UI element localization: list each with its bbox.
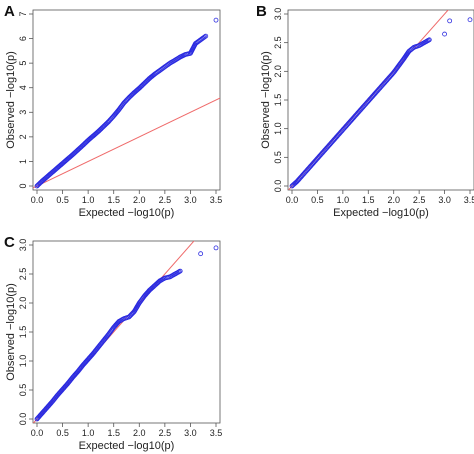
x-tick-label: 2.0: [133, 428, 146, 438]
plot-frame: [32, 240, 221, 424]
x-tick-label: 0.5: [56, 195, 69, 205]
x-tick-label: 3.5: [464, 195, 474, 205]
data-point: [213, 245, 219, 251]
reference-line: [33, 97, 220, 189]
data-point: [202, 34, 208, 40]
x-tick-label: 1.0: [82, 195, 95, 205]
y-tick-label: 2.5: [273, 36, 283, 49]
data-point: [467, 17, 473, 23]
panel-label: A: [4, 3, 15, 20]
y-tick-label: 1: [18, 159, 28, 164]
y-tick-label: 0: [18, 183, 28, 188]
y-axis-title: Observed −log10(p): [260, 51, 272, 149]
y-tick-label: 1.5: [18, 326, 28, 339]
x-tick-label: 3.0: [184, 195, 197, 205]
x-tick-label: 1.0: [82, 428, 95, 438]
x-tick-label: 0.0: [31, 428, 44, 438]
y-tick-label: 3.0: [18, 239, 28, 252]
y-axis-title: Observed −log10(p): [5, 51, 17, 149]
x-axis-title: Expected −log10(p): [333, 207, 429, 219]
data-point: [203, 33, 209, 39]
y-tick-label: 6: [18, 36, 28, 41]
data-point: [447, 18, 453, 24]
y-axis-title: Observed −log10(p): [5, 283, 17, 381]
panel-a: A 0.0 0.5 1.0 1.5 2.0 2.5 3.0 3.5 0 1 2 3 4 5 6 7 Expecte…: [4, 3, 223, 219]
x-tick-label: 3.0: [184, 428, 197, 438]
panel-label: B: [256, 3, 267, 20]
panel-label: C: [4, 234, 15, 251]
y-tick-label: 3.0: [273, 8, 283, 21]
x-tick-label: 2.5: [413, 195, 426, 205]
y-tick-label: 1.0: [18, 355, 28, 368]
x-tick-label: 2.5: [159, 195, 172, 205]
y-tick-label: 5: [18, 61, 28, 66]
y-tick-label: 2.5: [18, 268, 28, 281]
data-point: [198, 251, 204, 257]
plot-frame: [32, 9, 221, 191]
data-point: [426, 37, 432, 43]
x-tick-label: 0.0: [31, 195, 44, 205]
x-tick-label: 3.0: [438, 195, 451, 205]
x-axis-title: Expected −log10(p): [79, 440, 175, 452]
y-tick-label: 0.5: [273, 151, 283, 164]
y-tick-label: 3: [18, 110, 28, 115]
y-tick-label: 0.5: [18, 384, 28, 397]
x-tick-label: 0.5: [311, 195, 324, 205]
y-tick-label: 2: [18, 134, 28, 139]
y-tick-label: 0.0: [273, 180, 283, 193]
data-point: [177, 268, 183, 274]
y-tick-label: 2.0: [273, 65, 283, 78]
x-tick-label: 3.5: [210, 428, 223, 438]
x-tick-label: 2.0: [133, 195, 146, 205]
y-tick-label: 7: [18, 11, 28, 16]
y-tick-label: 1.0: [273, 122, 283, 135]
panel-b: B 0.0 0.5 1.0 1.5 2.0 2.5 3.0 3.5 0.0 0.5 1.0 1.5 2.0…: [256, 3, 474, 219]
data-point: [213, 17, 219, 23]
panel-c: C 0.0 0.5 1.0 1.5 2.0 2.5 3.0 3.5 0.0 0.5 1.0 1.5 2.0…: [4, 234, 223, 452]
y-tick-label: 0.0: [18, 413, 28, 426]
x-tick-label: 1.5: [107, 195, 120, 205]
x-axis-title: Expected −log10(p): [79, 207, 175, 219]
x-tick-label: 1.5: [107, 428, 120, 438]
data-point: [442, 31, 447, 37]
x-tick-label: 2.5: [159, 428, 172, 438]
y-tick-label: 4: [18, 85, 28, 90]
x-tick-label: 0.5: [56, 428, 69, 438]
x-tick-label: 2.0: [387, 195, 400, 205]
x-tick-label: 1.0: [337, 195, 350, 205]
x-tick-label: 0.0: [286, 195, 299, 205]
y-tick-label: 1.5: [273, 94, 283, 107]
y-tick-label: 2.0: [18, 297, 28, 310]
x-tick-label: 1.5: [362, 195, 375, 205]
x-tick-label: 3.5: [210, 195, 223, 205]
